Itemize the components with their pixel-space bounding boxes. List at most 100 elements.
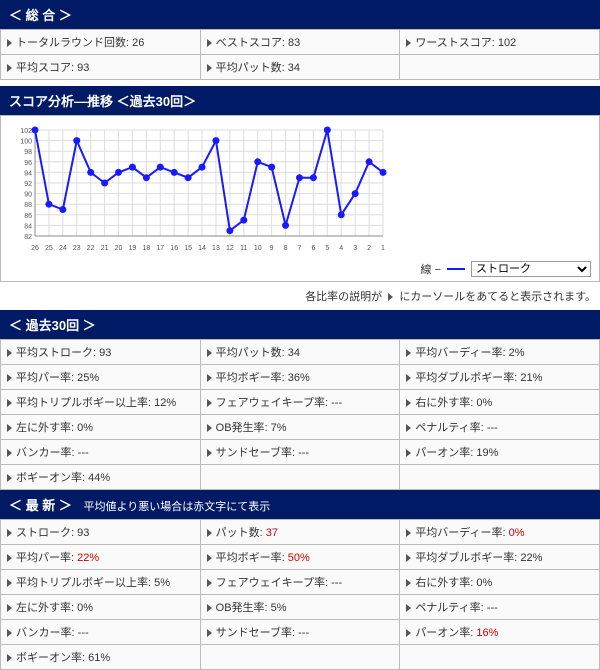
stat-value: 93 bbox=[74, 527, 89, 539]
stat-value: 12% bbox=[151, 397, 176, 409]
arrow-icon bbox=[406, 39, 411, 47]
stat-cell: 平均トリプルボギー以上率: 12% bbox=[1, 390, 201, 415]
stat-value: 93 bbox=[74, 62, 89, 74]
stat-value: 25% bbox=[74, 372, 99, 384]
stat-value: 0% bbox=[74, 422, 93, 434]
arrow-icon bbox=[406, 349, 411, 357]
svg-text:4: 4 bbox=[339, 245, 343, 252]
arrow-icon bbox=[7, 474, 12, 482]
arrow-icon bbox=[207, 39, 212, 47]
stat-cell: 右に外す率: 0% bbox=[400, 570, 600, 595]
svg-text:8: 8 bbox=[284, 245, 288, 252]
stat-label: 平均ボギー率: bbox=[216, 372, 285, 384]
latest-table: ストローク: 93パット数: 37平均バーディー率: 0%平均パー率: 22%平… bbox=[0, 519, 600, 670]
svg-text:11: 11 bbox=[240, 245, 247, 252]
stat-value: 16% bbox=[473, 627, 498, 639]
arrow-icon bbox=[207, 349, 212, 357]
stat-value: 50% bbox=[285, 552, 310, 564]
chart-svg-wrap: 1021009896949290888684822625242322212019… bbox=[9, 124, 389, 257]
arrow-icon bbox=[7, 529, 12, 537]
svg-text:19: 19 bbox=[129, 245, 137, 252]
stat-value: 83 bbox=[285, 37, 300, 49]
stat-cell: 平均バーディー率: 0% bbox=[400, 520, 600, 545]
stat-value: 2% bbox=[506, 347, 525, 359]
arrow-icon bbox=[7, 399, 12, 407]
arrow-icon bbox=[7, 554, 12, 562]
stat-label: 平均バーディー率: bbox=[415, 347, 505, 359]
arrow-icon bbox=[207, 374, 212, 382]
section-header-trend: スコア分析―推移 ＜過去30回＞ bbox=[0, 86, 600, 115]
svg-text:12: 12 bbox=[226, 245, 234, 252]
section-header-overall: ＜ 総 合 ＞ bbox=[0, 0, 600, 29]
svg-text:14: 14 bbox=[198, 245, 206, 252]
stat-value: 5% bbox=[151, 577, 170, 589]
stat-value: 102 bbox=[495, 37, 516, 49]
stat-cell: 平均ストローク: 93 bbox=[1, 340, 201, 365]
arrow-icon bbox=[7, 449, 12, 457]
stat-cell: ボギーオン率: 44% bbox=[1, 465, 201, 490]
svg-text:23: 23 bbox=[73, 245, 81, 252]
stat-cell: パット数: 37 bbox=[200, 520, 400, 545]
stat-cell: 平均バーディー率: 2% bbox=[400, 340, 600, 365]
legend-line-icon bbox=[447, 268, 465, 270]
arrow-icon bbox=[207, 64, 212, 72]
svg-text:90: 90 bbox=[24, 192, 32, 199]
arrow-icon bbox=[7, 64, 12, 72]
stat-value: 44% bbox=[85, 472, 110, 484]
stat-cell: 平均パー率: 22% bbox=[1, 545, 201, 570]
stat-label: 平均ストローク: bbox=[16, 347, 96, 359]
stat-value: 93 bbox=[96, 347, 111, 359]
stat-label: ワーストスコア: bbox=[415, 37, 495, 49]
svg-text:21: 21 bbox=[101, 245, 109, 252]
stat-cell bbox=[200, 465, 400, 490]
stat-value: 34 bbox=[285, 347, 300, 359]
arrow-icon bbox=[406, 424, 411, 432]
svg-text:100: 100 bbox=[20, 139, 32, 146]
svg-text:94: 94 bbox=[24, 170, 32, 177]
stat-cell: OB発生率: 5% bbox=[200, 595, 400, 620]
stat-cell: フェアウェイキープ率: --- bbox=[200, 390, 400, 415]
stat-label: パーオン率: bbox=[415, 447, 473, 459]
arrow-icon bbox=[207, 399, 212, 407]
svg-text:25: 25 bbox=[45, 245, 53, 252]
section-header-last30: ＜ 過去30回 ＞ bbox=[0, 310, 600, 339]
stat-cell bbox=[400, 645, 600, 670]
tooltip-note: 各比率の説明が にカーソールをあてると表示されます。 bbox=[0, 282, 600, 310]
stat-value: 19% bbox=[473, 447, 498, 459]
chart-metric-select[interactable]: ストローク bbox=[471, 261, 591, 277]
note-arrow-icon bbox=[388, 293, 393, 301]
stat-label: 平均ボギー率: bbox=[216, 552, 285, 564]
stat-label: 平均パット数: bbox=[216, 347, 285, 359]
stat-cell: 平均パット数: 34 bbox=[200, 55, 400, 80]
stat-value: 36% bbox=[285, 372, 310, 384]
arrow-icon bbox=[7, 424, 12, 432]
arrow-icon bbox=[406, 579, 411, 587]
stat-label: トータルラウンド回数: bbox=[16, 37, 129, 49]
svg-text:13: 13 bbox=[212, 245, 220, 252]
svg-text:84: 84 bbox=[24, 223, 32, 230]
stat-cell: サンドセーブ率: --- bbox=[200, 440, 400, 465]
arrow-icon bbox=[406, 399, 411, 407]
stat-label: ペナルティ率: bbox=[415, 602, 483, 614]
stat-value: 0% bbox=[473, 397, 492, 409]
stat-value: --- bbox=[328, 397, 342, 409]
svg-text:1: 1 bbox=[381, 245, 385, 252]
arrow-icon bbox=[207, 529, 212, 537]
stat-label: バンカー率: bbox=[16, 627, 75, 639]
stat-value: 26 bbox=[129, 37, 144, 49]
stat-label: フェアウェイキープ率: bbox=[216, 577, 328, 589]
arrow-icon bbox=[406, 529, 411, 537]
section-header-latest: ＜ 最 新 ＞ 平均値より悪い場合は赤文字にて表示 bbox=[0, 490, 600, 519]
stat-value: 7% bbox=[268, 422, 287, 434]
stat-cell: 平均スコア: 93 bbox=[1, 55, 201, 80]
section-title: ＜ 最 新 ＞ bbox=[9, 498, 72, 513]
stat-value: 21% bbox=[517, 372, 542, 384]
stat-cell: バンカー率: --- bbox=[1, 440, 201, 465]
stat-cell: ベストスコア: 83 bbox=[200, 30, 400, 55]
stat-label: 平均パー率: bbox=[16, 552, 74, 564]
stat-label: 右に外す率: bbox=[415, 577, 473, 589]
stat-label: 平均スコア: bbox=[16, 62, 74, 74]
stat-label: OB発生率: bbox=[216, 422, 268, 434]
stat-label: ストローク: bbox=[16, 527, 74, 539]
svg-text:3: 3 bbox=[353, 245, 357, 252]
